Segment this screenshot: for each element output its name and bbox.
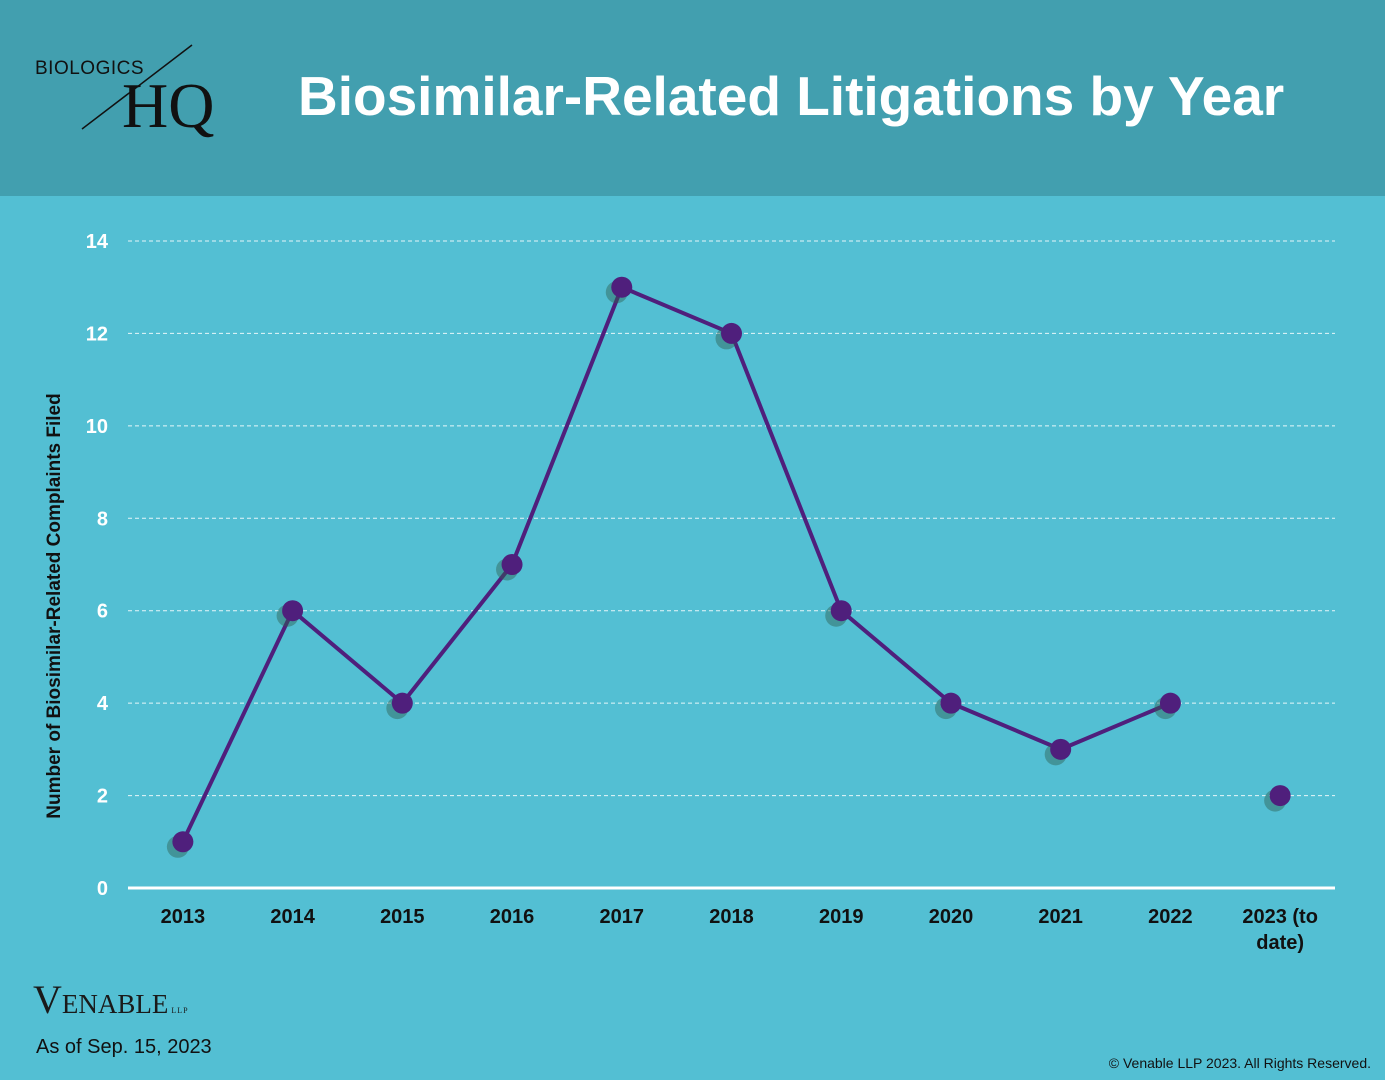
x-tick-label: 2023 (to date) (1242, 906, 1318, 954)
y-tick-label: 6 (97, 601, 108, 623)
series-line-path (180, 285, 1173, 844)
data-point (391, 692, 413, 714)
data-point (940, 692, 962, 714)
x-tick-labels: 2013 2014 2015 2016 2017 2018 2019 2020 2021 2022… (161, 906, 1318, 954)
x-tick-label: 2014 (270, 906, 315, 928)
y-tick-label: 14 (86, 231, 109, 253)
data-point (172, 831, 194, 853)
venable-logo-initial: V (33, 977, 62, 1022)
data-point (830, 600, 852, 622)
x-tick-label: 2021 (1038, 906, 1083, 928)
data-point (721, 322, 742, 344)
data-point (282, 600, 304, 622)
logo-hq-mark: HQ (122, 70, 215, 141)
y-tick-label: 2 (97, 786, 108, 808)
venable-logo-rest: ENABLE (61, 989, 169, 1019)
x-tick-label: 2016 (490, 906, 535, 928)
x-tick-label: 2019 (819, 906, 864, 928)
y-tick-label: 4 (97, 693, 109, 715)
y-tick-labels: 0 2 4 6 8 10 12 14 (86, 231, 109, 900)
biologics-hq-logo: BIOLOGICS HQ (30, 42, 250, 157)
x-tick-label: 2022 (1148, 906, 1193, 928)
x-tick-label: 2017 (600, 906, 645, 928)
logo-slash-icon (81, 44, 193, 130)
venable-logo-suffix: LLP (171, 1006, 189, 1015)
data-point (611, 276, 633, 298)
y-axis-label: Number of Biosimilar-Related Complaints … (44, 393, 65, 818)
header-banner: BIOLOGICS HQ Biosimilar-Related Litigati… (0, 0, 1385, 196)
y-tick-label: 12 (86, 323, 108, 345)
data-point (1269, 785, 1291, 807)
copyright-notice: © Venable LLP 2023. All Rights Reserved. (1108, 1055, 1371, 1071)
page-title: Biosimilar-Related Litigations by Year (298, 65, 1285, 127)
y-tick-label: 10 (86, 416, 108, 438)
x-tick-label: 2018 (709, 906, 754, 928)
data-points (166, 276, 1291, 858)
as-of-date: As of Sep. 15, 2023 (36, 1036, 212, 1058)
series-line (180, 285, 1173, 844)
data-point (501, 554, 523, 575)
y-tick-label: 8 (97, 508, 108, 530)
y-tick-label: 0 (97, 878, 108, 900)
logo-wordmark: BIOLOGICS (35, 58, 145, 79)
venable-logo: VENABLE LLP (33, 976, 189, 1023)
x-tick-label: 2013 (161, 906, 206, 928)
x-tick-label: 2015 (380, 906, 425, 928)
x-tick-label: 2020 (929, 906, 974, 928)
data-point (1050, 738, 1072, 760)
data-point (1159, 692, 1181, 714)
line-chart: 0 2 4 6 8 10 12 14 2013 2014 2015 2016 2017 2018 2019… (44, 231, 1335, 954)
